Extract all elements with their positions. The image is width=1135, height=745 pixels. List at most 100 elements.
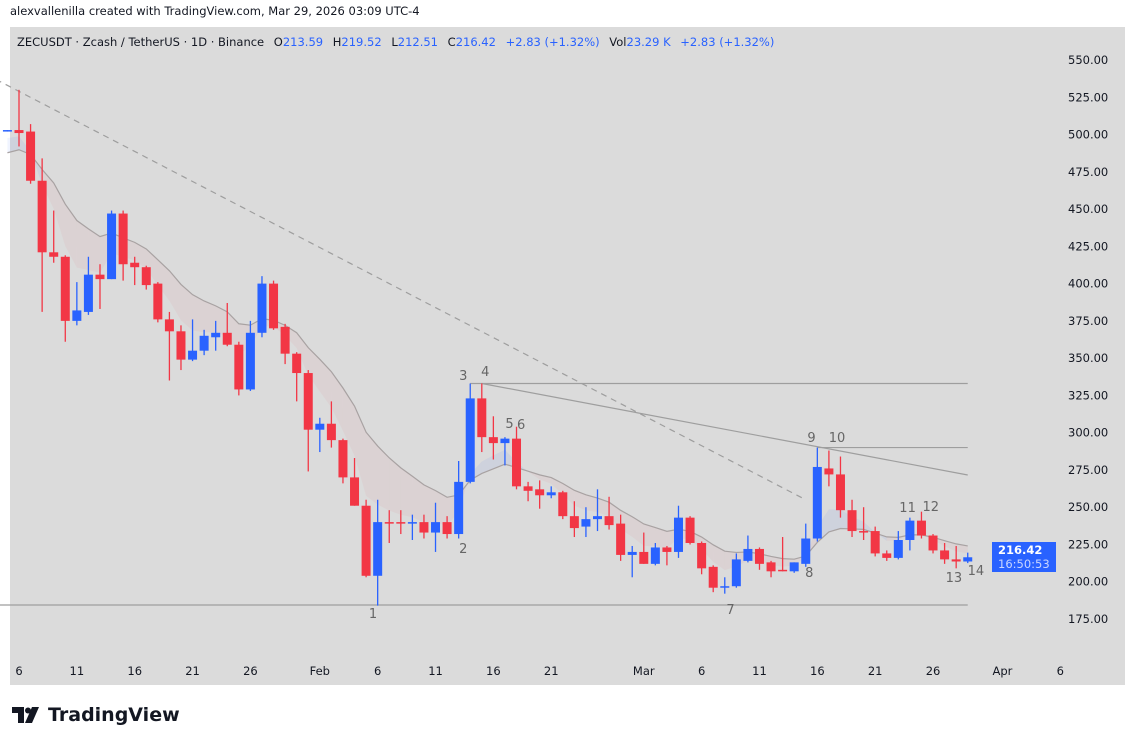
candle-body — [107, 213, 117, 280]
candle — [442, 516, 452, 539]
candle — [905, 517, 915, 551]
band-segment — [597, 498, 610, 517]
candle — [269, 280, 279, 330]
candle — [731, 553, 741, 588]
candle — [951, 545, 961, 569]
price-tick: 325.00 — [1068, 388, 1108, 402]
candle — [315, 417, 325, 453]
date-tick: 16 — [486, 664, 501, 678]
band-segment — [377, 446, 390, 511]
candle — [963, 552, 973, 564]
price-tick: 200.00 — [1068, 575, 1108, 589]
date-tick: 6 — [698, 664, 705, 678]
candle — [754, 547, 764, 570]
candle-body — [338, 440, 348, 478]
price-tick: 225.00 — [1068, 537, 1108, 551]
candle — [234, 341, 244, 396]
candle-body — [164, 319, 174, 332]
wave-label: 12 — [922, 500, 939, 515]
candle-body — [616, 523, 626, 555]
candle — [916, 511, 926, 539]
candle-body — [269, 283, 279, 329]
band-segment — [215, 305, 228, 337]
wave-label: 7 — [726, 603, 734, 618]
candle-body — [326, 423, 336, 441]
open-value: 213.59 — [282, 35, 324, 49]
candle-body — [350, 477, 360, 506]
drawings-layer — [0, 80, 968, 606]
band-segment — [828, 509, 841, 532]
wave-label: 1 — [369, 607, 377, 622]
candle — [292, 352, 302, 402]
candle-body — [512, 438, 522, 487]
band-segment — [180, 284, 193, 331]
candle — [708, 565, 718, 593]
candle-body — [188, 350, 198, 360]
tradingview-logo[interactable]: TradingView — [12, 704, 180, 726]
candle-body — [488, 437, 498, 444]
candle-body — [292, 353, 302, 374]
band-segment — [389, 457, 401, 515]
candle — [407, 514, 417, 541]
candle-body — [859, 531, 869, 533]
band-segment — [342, 388, 355, 456]
candle-body — [245, 332, 255, 390]
last-price: 216.42 — [998, 543, 1043, 557]
candle — [141, 265, 151, 290]
band-segment — [308, 347, 320, 392]
date-tick: 11 — [70, 664, 85, 678]
price-tick: 550.00 — [1068, 53, 1108, 67]
candle — [384, 510, 394, 543]
candle-body — [523, 486, 533, 491]
candle-body — [60, 256, 70, 321]
candle-body — [49, 252, 59, 257]
band-segment — [574, 490, 586, 511]
candle-body — [569, 516, 579, 529]
brand-name: TradingView — [48, 704, 180, 726]
candle — [303, 370, 313, 472]
candle-body — [731, 559, 741, 587]
high-value: 219.52 — [341, 35, 382, 49]
price-axis: 175.00 200.00 225.00 250.00 275.00 300.00 325.… — [1068, 53, 1108, 626]
candle — [477, 383, 487, 453]
candle-body — [673, 517, 683, 552]
candle — [616, 514, 626, 561]
volume-label: Vol — [609, 35, 627, 49]
candle-body — [916, 520, 926, 536]
candle-body — [581, 519, 591, 527]
candle-body — [627, 551, 637, 555]
candle — [164, 311, 174, 381]
band-segment — [42, 169, 54, 209]
candle — [49, 210, 59, 263]
candle-body — [37, 180, 47, 253]
price-tick: 450.00 — [1068, 202, 1108, 216]
candle — [118, 210, 128, 281]
price-tick: 275.00 — [1068, 463, 1108, 477]
candle-body — [2, 130, 12, 132]
candle — [488, 416, 498, 460]
candle-body — [835, 474, 845, 511]
date-tick: 11 — [752, 664, 767, 678]
candle-body — [396, 522, 406, 524]
candle-body — [373, 522, 383, 576]
band-segment — [400, 467, 413, 518]
candle — [835, 456, 845, 518]
candle — [60, 255, 70, 342]
price-tick: 525.00 — [1068, 90, 1108, 104]
price-tick: 250.00 — [1068, 500, 1108, 514]
price-tick: 400.00 — [1068, 277, 1108, 291]
candle — [373, 499, 383, 606]
wave-label: 10 — [829, 431, 846, 446]
band-segment — [632, 516, 644, 546]
band-segment — [319, 359, 332, 408]
candle-body — [280, 326, 290, 354]
wave-label: 3 — [459, 369, 467, 384]
candle — [824, 450, 834, 487]
change-value: +2.83 (+1.32%) — [505, 35, 600, 49]
candle — [697, 541, 707, 575]
candle-body — [604, 516, 614, 526]
candle — [500, 437, 510, 466]
candle — [176, 325, 186, 371]
symbol-legend[interactable]: ZECUSDT · Zcash / TetherUS · 1D · Binanc… — [17, 35, 774, 49]
